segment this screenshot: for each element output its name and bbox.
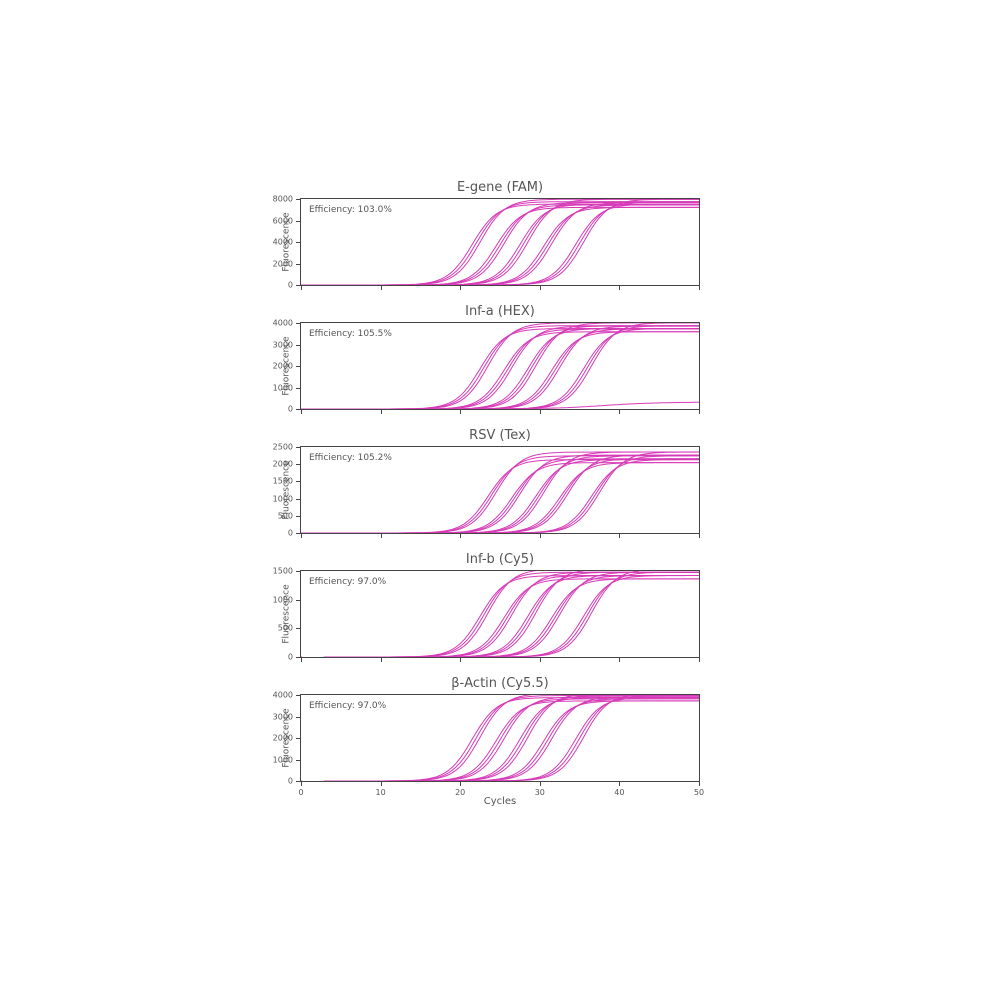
y-tick-label: 2500 bbox=[273, 443, 293, 452]
x-tick-label: 20 bbox=[455, 788, 465, 797]
x-ticks bbox=[301, 657, 699, 663]
y-tick-label: 1500 bbox=[273, 477, 293, 486]
plot-area: FluorescenceEfficiency: 105.2%0500100015… bbox=[300, 446, 700, 534]
y-tick-label: 4000 bbox=[273, 238, 293, 247]
plot-area: FluorescenceEfficiency: 97.0%01000200030… bbox=[300, 694, 700, 782]
y-tick-label: 2000 bbox=[273, 259, 293, 268]
x-tick-label: 30 bbox=[535, 788, 545, 797]
y-tick-label: 1000 bbox=[273, 595, 293, 604]
panel-3: Inf-b (Cy5) FluorescenceEfficiency: 97.0%… bbox=[300, 552, 700, 658]
panel-title: β-Actin (Cy5.5) bbox=[300, 676, 700, 691]
panels-container: E-gene (FAM) FluorescenceEfficiency: 103.… bbox=[300, 180, 700, 807]
y-tick-label: 0 bbox=[288, 653, 293, 662]
y-tick-label: 1500 bbox=[273, 567, 293, 576]
panel-title: E-gene (FAM) bbox=[300, 180, 700, 195]
y-tick-label: 2000 bbox=[273, 460, 293, 469]
y-tick-label: 1000 bbox=[273, 755, 293, 764]
y-tick-label: 0 bbox=[288, 529, 293, 538]
y-tick-label: 1000 bbox=[273, 494, 293, 503]
y-tick-label: 4000 bbox=[273, 319, 293, 328]
efficiency-label: Efficiency: 105.2% bbox=[309, 453, 392, 463]
efficiency-label: Efficiency: 105.5% bbox=[309, 329, 392, 339]
y-tick-label: 3000 bbox=[273, 712, 293, 721]
y-tick-label: 0 bbox=[288, 281, 293, 290]
y-tick-label: 8000 bbox=[273, 195, 293, 204]
panel-0: E-gene (FAM) FluorescenceEfficiency: 103.… bbox=[300, 180, 700, 286]
x-ticks: 01020304050 bbox=[301, 781, 699, 787]
efficiency-label: Efficiency: 103.0% bbox=[309, 205, 392, 215]
y-tick-label: 6000 bbox=[273, 216, 293, 225]
panel-title: RSV (Tex) bbox=[300, 428, 700, 443]
y-tick-label: 0 bbox=[288, 405, 293, 414]
x-axis-label: Cycles bbox=[300, 796, 700, 807]
panel-title: Inf-a (HEX) bbox=[300, 304, 700, 319]
y-tick-label: 1000 bbox=[273, 383, 293, 392]
efficiency-label: Efficiency: 97.0% bbox=[309, 701, 386, 711]
x-tick-label: 50 bbox=[694, 788, 704, 797]
x-tick-label: 40 bbox=[614, 788, 624, 797]
x-tick-label: 10 bbox=[376, 788, 386, 797]
y-tick-label: 500 bbox=[278, 511, 293, 520]
y-tick-label: 500 bbox=[278, 624, 293, 633]
efficiency-label: Efficiency: 97.0% bbox=[309, 577, 386, 587]
y-tick-label: 2000 bbox=[273, 734, 293, 743]
y-axis-label: Fluorescence bbox=[282, 584, 292, 643]
y-tick-label: 3000 bbox=[273, 340, 293, 349]
y-tick-label: 0 bbox=[288, 777, 293, 786]
plot-area: FluorescenceEfficiency: 105.5%0100020003… bbox=[300, 322, 700, 410]
panel-title: Inf-b (Cy5) bbox=[300, 552, 700, 567]
y-tick-label: 2000 bbox=[273, 362, 293, 371]
x-tick-label: 0 bbox=[298, 788, 303, 797]
x-ticks bbox=[301, 285, 699, 291]
panel-2: RSV (Tex) FluorescenceEfficiency: 105.2%0… bbox=[300, 428, 700, 534]
panel-4: β-Actin (Cy5.5) FluorescenceEfficiency: 9… bbox=[300, 676, 700, 807]
plot-area: FluorescenceEfficiency: 97.0%05001000150… bbox=[300, 570, 700, 658]
x-ticks bbox=[301, 409, 699, 415]
y-tick-label: 4000 bbox=[273, 691, 293, 700]
pcr-amplification-figure: E-gene (FAM) FluorescenceEfficiency: 103.… bbox=[300, 180, 700, 825]
panel-1: Inf-a (HEX) FluorescenceEfficiency: 105.5… bbox=[300, 304, 700, 410]
plot-area: FluorescenceEfficiency: 103.0%0200040006… bbox=[300, 198, 700, 286]
x-ticks bbox=[301, 533, 699, 539]
